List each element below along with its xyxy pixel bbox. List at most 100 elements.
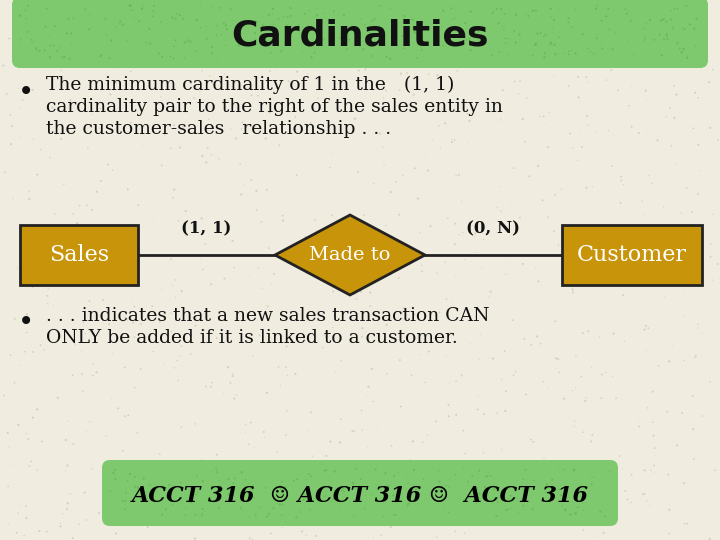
- Point: [369, 506, 380, 515]
- Point: [593, 532, 604, 540]
- Point: [228, 263, 240, 272]
- Point: [449, 240, 461, 248]
- Point: [655, 16, 667, 25]
- Point: [240, 420, 251, 429]
- Point: [276, 46, 287, 55]
- Point: [611, 394, 622, 402]
- Point: [114, 484, 125, 492]
- Point: [464, 117, 475, 125]
- Point: [74, 259, 86, 267]
- Point: [700, 60, 711, 69]
- Point: [402, 23, 413, 31]
- Point: [235, 125, 247, 133]
- Point: [91, 187, 102, 196]
- Point: [562, 19, 574, 28]
- Point: [174, 352, 185, 360]
- Point: [355, 494, 366, 503]
- Point: [182, 36, 194, 44]
- Point: [403, 512, 415, 521]
- FancyBboxPatch shape: [562, 225, 702, 285]
- Point: [253, 496, 264, 505]
- Point: [614, 452, 626, 461]
- Point: [398, 44, 410, 52]
- Point: [405, 467, 416, 475]
- Point: [127, 6, 138, 15]
- Point: [318, 9, 329, 18]
- Point: [79, 5, 91, 14]
- Point: [280, 363, 292, 372]
- Point: [282, 371, 293, 380]
- Point: [678, 356, 690, 365]
- Point: [640, 321, 652, 330]
- Point: [658, 202, 670, 211]
- Point: [159, 39, 171, 48]
- Point: [110, 79, 122, 87]
- Point: [619, 5, 631, 14]
- Point: [540, 120, 552, 129]
- Point: [168, 54, 179, 63]
- Point: [402, 479, 414, 488]
- Point: [667, 23, 679, 32]
- Point: [219, 70, 230, 78]
- Point: [222, 485, 233, 494]
- Point: [225, 125, 237, 133]
- Point: [456, 197, 467, 206]
- Point: [550, 364, 562, 373]
- Point: [606, 66, 617, 75]
- Point: [273, 15, 284, 23]
- Point: [668, 82, 680, 90]
- Point: [176, 423, 187, 431]
- Point: [661, 112, 672, 121]
- Point: [590, 4, 602, 13]
- Point: [263, 244, 274, 252]
- Point: [248, 443, 260, 452]
- Point: [582, 44, 594, 53]
- Point: [508, 371, 519, 380]
- Point: [112, 252, 123, 261]
- Point: [238, 61, 249, 70]
- Point: [280, 483, 292, 491]
- Point: [446, 4, 457, 13]
- Point: [426, 310, 437, 319]
- Point: [394, 356, 405, 364]
- Point: [171, 10, 182, 18]
- Point: [261, 186, 272, 194]
- Point: [495, 207, 507, 215]
- Point: [464, 340, 476, 348]
- Point: [646, 179, 657, 187]
- Point: [127, 318, 139, 327]
- Point: [402, 501, 413, 510]
- Point: [84, 297, 95, 306]
- Point: [240, 58, 252, 67]
- Point: [600, 12, 612, 21]
- Point: [456, 371, 467, 380]
- Point: [675, 12, 686, 21]
- Point: [211, 334, 222, 342]
- Point: [99, 503, 110, 511]
- Point: [465, 7, 477, 16]
- Text: Made to: Made to: [310, 246, 391, 264]
- Point: [316, 62, 328, 70]
- Point: [21, 310, 32, 319]
- Point: [197, 265, 209, 274]
- Point: [562, 237, 574, 246]
- Point: [26, 38, 37, 46]
- Point: [548, 16, 559, 24]
- Point: [520, 367, 531, 376]
- Point: [146, 302, 158, 310]
- Point: [300, 233, 311, 242]
- Point: [563, 46, 575, 55]
- Point: [631, 42, 643, 50]
- Point: [179, 38, 190, 47]
- Point: [576, 17, 588, 25]
- Point: [356, 324, 368, 333]
- Point: [156, 93, 167, 102]
- Point: [227, 237, 238, 245]
- Point: [45, 255, 57, 264]
- Point: [106, 36, 117, 45]
- Point: [153, 49, 165, 58]
- Point: [553, 368, 564, 376]
- Point: [510, 38, 521, 46]
- Point: [66, 39, 78, 48]
- Point: [669, 4, 680, 13]
